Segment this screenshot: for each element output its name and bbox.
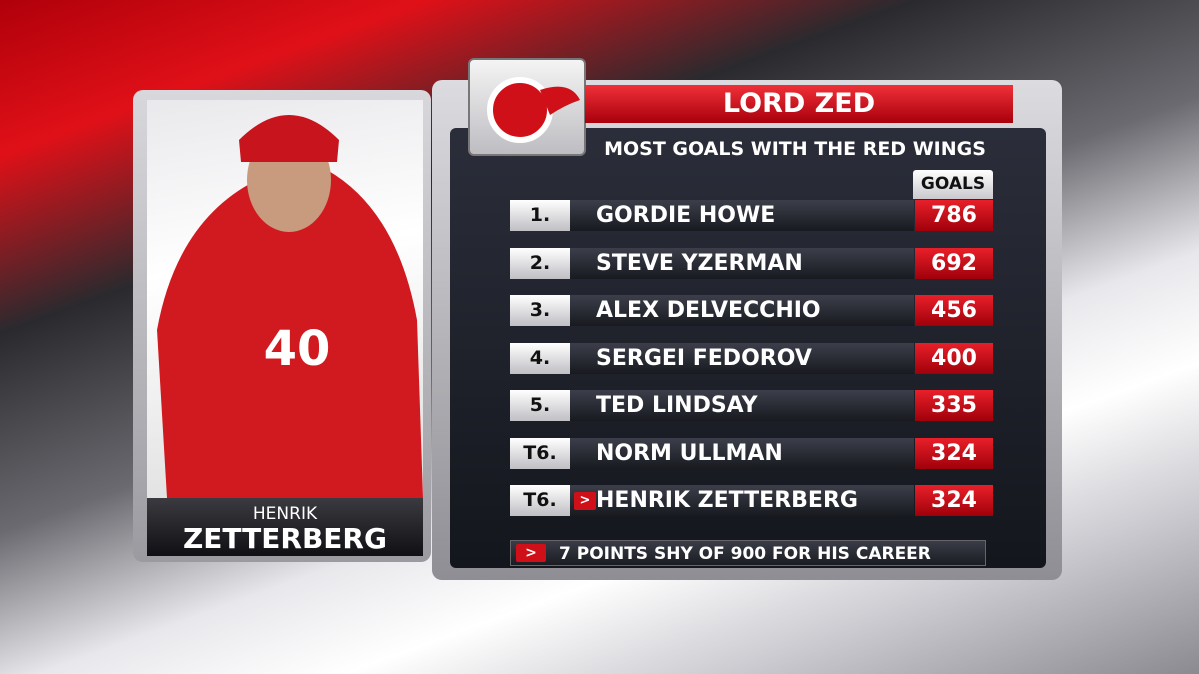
- goals: 456: [915, 295, 993, 326]
- goals: 324: [915, 437, 993, 469]
- photo-illustration: 40: [157, 115, 423, 498]
- goals: 400: [915, 342, 993, 374]
- rank: T6.: [510, 437, 570, 469]
- goals: 692: [915, 247, 993, 279]
- svg-text:40: 40: [264, 321, 331, 377]
- goals: 335: [915, 390, 993, 421]
- player-name: NORM ULLMAN: [570, 437, 914, 469]
- highlight-chevron: >: [574, 492, 596, 510]
- player-name: HENRIK ZETTERBERG: [570, 485, 914, 516]
- logo-mark: [487, 77, 580, 143]
- player-name: TED LINDSAY: [570, 390, 914, 421]
- rank: 1.: [510, 200, 570, 231]
- title: LORD ZED: [585, 85, 1013, 123]
- player-first-name: HENRIK: [252, 504, 318, 524]
- subtitle: MOST GOALS WITH THE RED WINGS: [604, 138, 986, 160]
- rank: 4.: [510, 342, 570, 374]
- player-name: STEVE YZERMAN: [570, 247, 914, 279]
- player-photo: 40: [147, 100, 423, 498]
- rank: 2.: [510, 247, 570, 279]
- note-chevron: >: [516, 544, 546, 562]
- goals: 786: [915, 200, 993, 231]
- player-name: ALEX DELVECCHIO: [570, 295, 914, 326]
- team-logo: [468, 58, 586, 156]
- rank: 3.: [510, 295, 570, 326]
- rank: T6.: [510, 485, 570, 516]
- player-nameplate: HENRIK ZETTERBERG: [147, 498, 423, 556]
- goals: 324: [915, 485, 993, 516]
- rank: 5.: [510, 390, 570, 421]
- note: 7 POINTS SHY OF 900 FOR HIS CAREER: [510, 540, 986, 566]
- player-name: SERGEI FEDOROV: [570, 342, 914, 374]
- player-name: GORDIE HOWE: [570, 200, 914, 231]
- player-last-name: ZETTERBERG: [183, 522, 387, 555]
- column-header: GOALS: [913, 170, 993, 199]
